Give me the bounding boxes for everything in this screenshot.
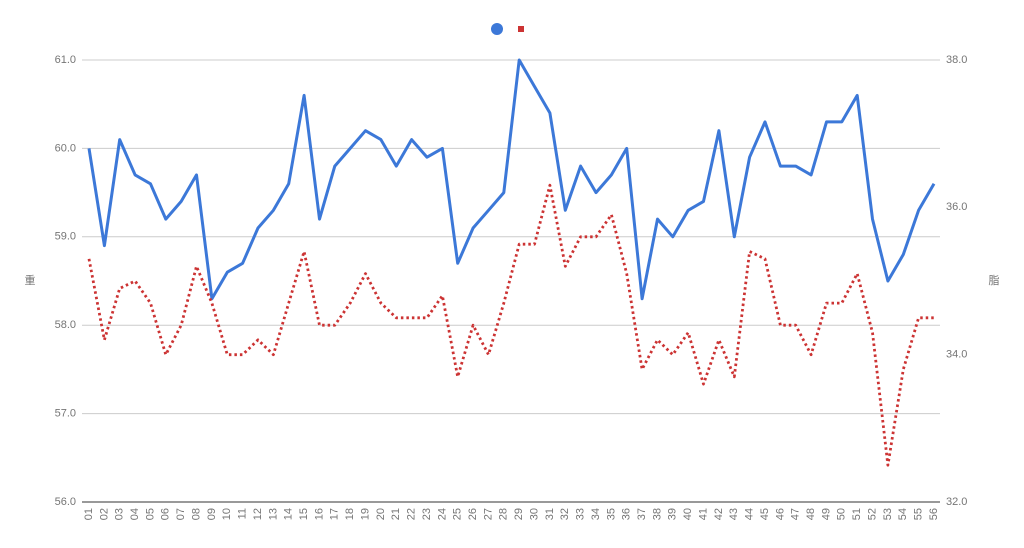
x-tick-label: 37 bbox=[636, 508, 648, 520]
x-tick-label: 51 bbox=[851, 508, 863, 520]
x-tick-label: 47 bbox=[790, 508, 802, 520]
x-tick-label: 03 bbox=[114, 508, 126, 520]
x-tick-label: 38 bbox=[651, 508, 663, 520]
x-tick-label: 22 bbox=[406, 508, 418, 520]
y-tick-label: 57.0 bbox=[55, 408, 76, 420]
x-tick-label: 44 bbox=[744, 508, 756, 520]
y-tick-label: 61.0 bbox=[55, 54, 76, 66]
x-tick-label: 34 bbox=[590, 508, 602, 520]
x-tick-label: 39 bbox=[667, 508, 679, 520]
y2-axis-label: 脂 bbox=[989, 273, 1000, 287]
x-tick-label: 42 bbox=[713, 508, 725, 520]
series-line bbox=[87, 58, 936, 301]
x-tick-label: 15 bbox=[298, 508, 310, 520]
x-tick-label: 26 bbox=[467, 508, 479, 520]
x-tick-label: 49 bbox=[820, 508, 832, 520]
x-tick-label: 06 bbox=[160, 508, 172, 520]
x-tick-label: 32 bbox=[559, 508, 571, 520]
y2-tick-label: 32.0 bbox=[946, 496, 967, 508]
x-tick-label: 35 bbox=[605, 508, 617, 520]
y2-tick-label: 34.0 bbox=[946, 349, 967, 361]
x-tick-label: 05 bbox=[144, 508, 156, 520]
x-tick-label: 17 bbox=[329, 508, 341, 520]
x-tick-label: 10 bbox=[221, 508, 233, 520]
x-tick-label: 30 bbox=[528, 508, 540, 520]
y-tick-label: 59.0 bbox=[55, 231, 76, 243]
x-tick-label: 52 bbox=[866, 508, 878, 520]
x-tick-label: 55 bbox=[913, 508, 925, 520]
x-tick-label: 56 bbox=[928, 508, 940, 520]
x-tick-label: 14 bbox=[283, 508, 295, 520]
x-tick-label: 50 bbox=[836, 508, 848, 520]
x-tick-label: 36 bbox=[621, 508, 633, 520]
y-tick-label: 56.0 bbox=[55, 496, 76, 508]
x-tick-label: 28 bbox=[498, 508, 510, 520]
x-tick-label: 01 bbox=[83, 508, 95, 520]
x-tick-label: 20 bbox=[375, 508, 387, 520]
y2-tick-label: 38.0 bbox=[946, 54, 967, 66]
x-tick-label: 40 bbox=[682, 508, 694, 520]
x-tick-label: 53 bbox=[882, 508, 894, 520]
x-tick-label: 08 bbox=[190, 508, 202, 520]
x-tick-label: 25 bbox=[452, 508, 464, 520]
x-tick-label: 46 bbox=[774, 508, 786, 520]
x-tick-label: 43 bbox=[728, 508, 740, 520]
x-tick-label: 27 bbox=[482, 508, 494, 520]
x-tick-label: 04 bbox=[129, 508, 141, 520]
y2-tick-label: 36.0 bbox=[946, 201, 967, 213]
y-tick-label: 58.0 bbox=[55, 319, 76, 331]
y-tick-label: 60.0 bbox=[55, 142, 76, 154]
x-tick-label: 31 bbox=[544, 508, 556, 520]
series-line bbox=[87, 183, 934, 467]
y-axis-label: 重 bbox=[25, 273, 36, 287]
x-tick-label: 18 bbox=[344, 508, 356, 520]
x-tick-label: 13 bbox=[267, 508, 279, 520]
legend-marker bbox=[518, 26, 524, 32]
x-tick-label: 16 bbox=[313, 508, 325, 520]
x-tick-label: 09 bbox=[206, 508, 218, 520]
x-tick-label: 29 bbox=[513, 508, 525, 520]
legend-marker bbox=[491, 23, 503, 35]
x-tick-label: 54 bbox=[897, 508, 909, 520]
x-tick-label: 19 bbox=[359, 508, 371, 520]
x-tick-label: 12 bbox=[252, 508, 264, 520]
x-tick-label: 11 bbox=[237, 508, 249, 519]
x-tick-label: 23 bbox=[421, 508, 433, 520]
x-tick-label: 48 bbox=[805, 508, 817, 520]
x-tick-label: 41 bbox=[697, 508, 709, 520]
x-tick-label: 33 bbox=[575, 508, 587, 520]
x-tick-label: 45 bbox=[759, 508, 771, 520]
x-tick-label: 21 bbox=[390, 508, 402, 520]
x-tick-label: 02 bbox=[98, 508, 110, 520]
x-tick-label: 24 bbox=[436, 508, 448, 520]
x-tick-label: 07 bbox=[175, 508, 187, 520]
